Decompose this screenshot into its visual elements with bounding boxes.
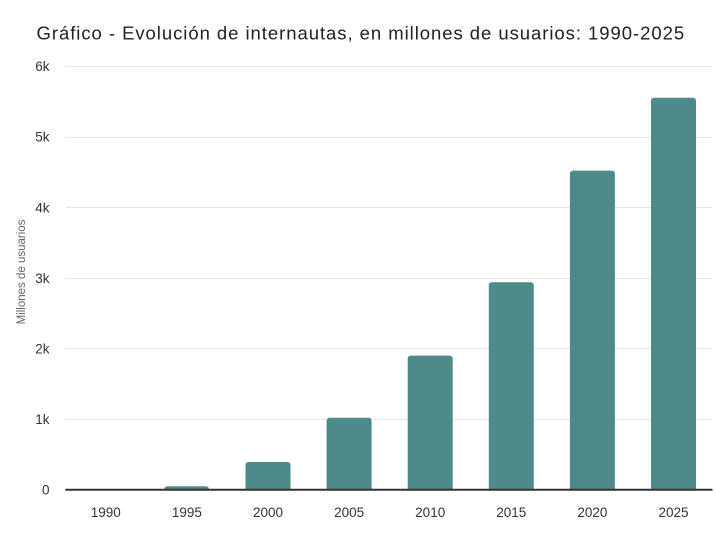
svg-text:2025: 2025: [658, 505, 688, 520]
svg-text:2005: 2005: [334, 505, 364, 520]
svg-text:6k: 6k: [35, 59, 50, 74]
svg-text:2010: 2010: [415, 505, 445, 520]
svg-text:1995: 1995: [172, 505, 202, 520]
svg-text:1k: 1k: [35, 412, 50, 427]
svg-text:2000: 2000: [253, 505, 283, 520]
svg-text:1990: 1990: [91, 505, 121, 520]
svg-text:Gráfico - Evolución de interna: Gráfico - Evolución de internautas, en m…: [37, 23, 686, 44]
svg-text:2020: 2020: [577, 505, 607, 520]
svg-text:4k: 4k: [35, 200, 50, 215]
svg-text:5k: 5k: [35, 130, 50, 145]
svg-text:Millones de usuarios: Millones de usuarios: [16, 219, 28, 324]
svg-text:2k: 2k: [35, 341, 50, 356]
svg-text:3k: 3k: [35, 271, 50, 286]
svg-text:0: 0: [42, 483, 50, 498]
svg-text:2015: 2015: [496, 505, 526, 520]
